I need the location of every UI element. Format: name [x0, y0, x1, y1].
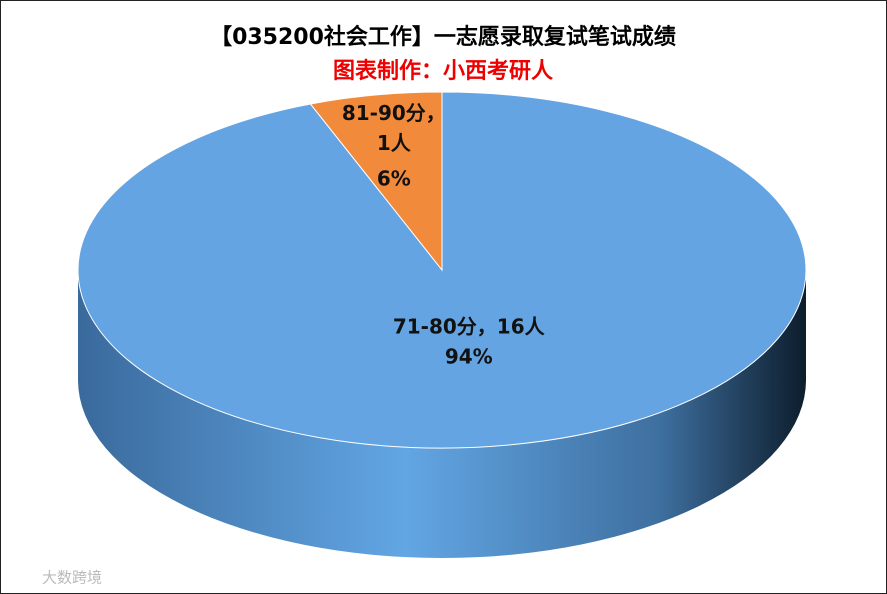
pie-slice — [309, 91, 443, 272]
data-label: 71-80分，16人 — [393, 314, 546, 338]
watermark: 大数跨境 — [42, 569, 102, 587]
pie-side — [78, 270, 806, 558]
data-label: 81-90分， 1人 — [342, 101, 446, 155]
chart-title: 【035200社会工作】一志愿录取复试笔试成绩 — [210, 24, 676, 50]
chart-subtitle: 图表制作：小西考研人 — [333, 59, 553, 84]
percent-label: 94% — [445, 344, 493, 368]
percent-label: 6% — [377, 167, 411, 191]
